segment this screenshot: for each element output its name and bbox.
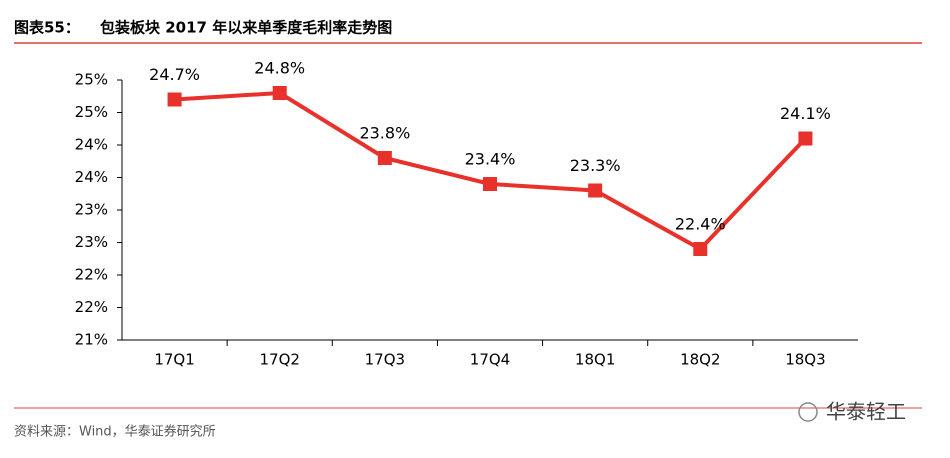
marker	[167, 92, 182, 107]
y-tick-label: 22%	[75, 298, 108, 316]
x-tick-label: 17Q4	[470, 351, 510, 369]
x-tick-label: 18Q2	[680, 351, 720, 369]
marker	[588, 183, 603, 198]
source: 资料来源：Wind，华泰证券研究所	[14, 424, 216, 440]
marker	[693, 242, 708, 256]
x-tick-label: 17Q1	[154, 351, 194, 369]
x-tick-label: 18Q3	[785, 351, 825, 369]
y-tick-label: 24%	[75, 136, 108, 154]
y-tick-label: 22%	[75, 266, 108, 284]
y-tick-label: 25%	[75, 71, 108, 89]
watermark: 华泰轻工	[826, 400, 906, 424]
chart-title: 包装板块 2017 年以来单季度毛利率走势图	[100, 19, 392, 37]
marker	[272, 86, 287, 100]
logo-icon	[798, 402, 818, 422]
data-label: 24.7%	[149, 65, 200, 84]
x-tick-label: 17Q3	[365, 351, 405, 369]
data-label: 24.8%	[254, 59, 305, 78]
title-label: 图表55：	[14, 19, 80, 37]
x-tick-label: 18Q1	[575, 351, 615, 369]
y-tick-label: 24%	[75, 168, 108, 186]
data-label: 22.4%	[675, 215, 726, 234]
y-tick-label: 23%	[75, 233, 108, 251]
marker	[798, 131, 813, 146]
marker	[483, 177, 497, 191]
data-label: 23.3%	[570, 156, 621, 175]
y-tick-label: 25%	[75, 103, 108, 121]
data-label: 23.4%	[465, 150, 516, 169]
data-label: 23.8%	[359, 124, 410, 143]
marker	[377, 151, 392, 165]
y-tick-label: 21%	[75, 331, 108, 349]
y-tick-label: 23%	[75, 201, 108, 219]
data-label: 24.1%	[780, 104, 831, 123]
x-tick-label: 17Q2	[259, 351, 299, 369]
